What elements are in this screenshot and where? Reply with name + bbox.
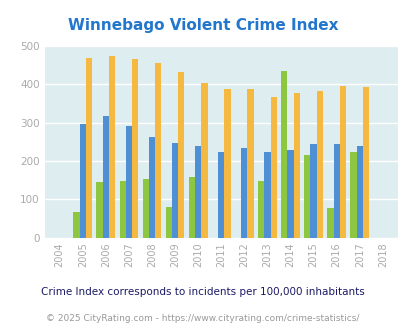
Bar [194,147,201,238]
Bar [79,123,86,238]
Bar [86,58,92,238]
Bar [188,177,194,238]
Bar [149,137,155,238]
Bar [142,180,149,238]
Bar [172,143,178,238]
Bar [217,152,224,238]
Bar [310,144,316,238]
Bar [201,82,207,238]
Bar [165,207,172,238]
Bar [356,146,362,238]
Bar [109,56,115,238]
Bar [350,152,356,238]
Bar [326,208,333,238]
Bar [264,152,270,238]
Bar [281,71,287,238]
Bar [132,59,138,238]
Bar [303,154,310,238]
Bar [96,182,102,238]
Bar [362,87,368,238]
Bar [178,72,184,238]
Bar [316,91,322,238]
Bar [270,97,276,238]
Bar [73,212,79,238]
Text: © 2025 CityRating.com - https://www.cityrating.com/crime-statistics/: © 2025 CityRating.com - https://www.city… [46,314,359,323]
Text: Crime Index corresponds to incidents per 100,000 inhabitants: Crime Index corresponds to incidents per… [41,287,364,297]
Bar [119,181,126,238]
Bar [333,144,339,238]
Bar [258,181,264,238]
Bar [293,92,299,238]
Bar [287,149,293,238]
Bar [241,148,247,238]
Bar [339,85,345,238]
Bar [247,89,253,238]
Bar [155,63,161,238]
Bar [102,116,109,238]
Bar [126,126,132,238]
Bar [224,89,230,238]
Text: Winnebago Violent Crime Index: Winnebago Violent Crime Index [68,18,337,33]
